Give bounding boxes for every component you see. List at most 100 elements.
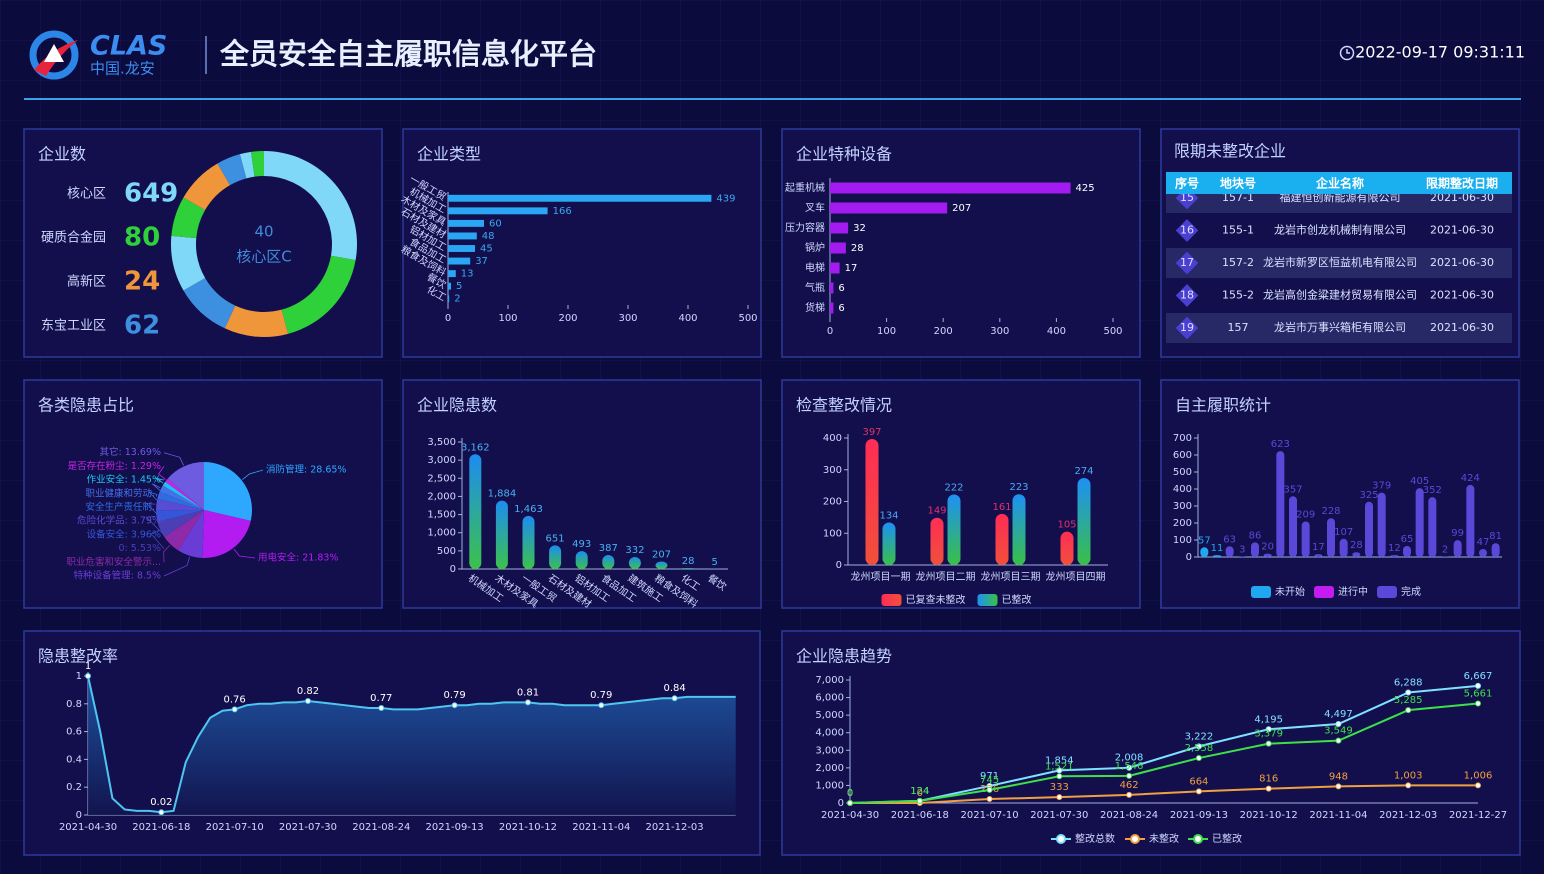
y-tick-label: 700 [1173,433,1192,444]
point [378,704,385,711]
point [451,702,458,709]
bar [1453,540,1462,557]
bar [448,207,548,215]
point [1405,689,1412,696]
bar [448,257,471,265]
x-tick-label: 100 [877,326,896,337]
y-tick-label: 0.2 [66,782,82,793]
bar-value: 1,884 [488,489,517,500]
point-label: 0 [917,788,923,799]
x-tick-label: 500 [738,313,757,324]
bar-value: 207 [952,203,971,214]
point-label: 1 [85,661,91,672]
y-tick-label: 500 [437,546,456,557]
bar [448,194,712,202]
point [1056,773,1063,780]
y-tick-label: 2,000 [815,763,844,774]
leader-line [163,452,184,466]
point-label: 816 [1259,774,1278,785]
panel-title: 企业数 [38,145,86,164]
pie-slice [159,485,204,510]
datetime: 2022-09-17 09:31:11 [1355,43,1525,62]
logo: CLAS 中国.龙安 [29,30,167,80]
x-tick-label: 200 [934,326,953,337]
bar-value: 379 [1372,481,1391,492]
point [1265,785,1272,792]
x-tick-label: 龙州项目三期 [981,570,1041,583]
x-tick-label: 400 [678,313,697,324]
y-tick-label: 200 [1173,518,1192,529]
point-label: 1,521 [1045,761,1074,772]
x-tick-label: 2021-08-24 [352,822,410,833]
panel-title: 企业隐患趋势 [796,647,892,666]
legend-swatch [1377,586,1397,598]
legend-label: 已复查未整改 [906,593,966,606]
bar [628,556,641,569]
point-label: 5,285 [1394,695,1423,706]
cell: 2021-06-30 [1430,289,1494,302]
donut-center-value: 40 [254,223,273,241]
y-tick-label: 5,000 [815,710,844,721]
donut-slice [224,305,289,338]
point-label: 3,549 [1324,726,1353,737]
category-label: 起重机械 [785,181,825,194]
point-label: 664 [1189,776,1208,787]
column-header: 地块号 [1220,176,1256,191]
x-tick-label: 2021-12-27 [1449,810,1507,821]
bar-value: 439 [716,193,735,204]
pie-slice [164,510,204,551]
point [1335,720,1342,727]
leader-line [163,556,191,577]
bar [1491,543,1500,557]
point-label: 1,006 [1464,770,1493,781]
cell: 155-1 [1222,224,1254,237]
line [849,684,1479,804]
bar [830,242,846,254]
bar [1403,545,1411,557]
cell: 2021-06-30 [1430,191,1494,204]
slice-label: 安全生产责任制... [85,501,161,513]
point [1195,743,1202,750]
pie-slice [167,462,204,510]
pie-slice [157,510,204,538]
legend-label: 进行中 [1338,585,1368,598]
y-tick-label: 2,500 [427,473,456,484]
y-tick-label: 3,500 [427,437,456,448]
point [1405,707,1412,714]
bar [1365,501,1373,557]
x-tick-label: 2021-11-04 [1309,810,1367,821]
bar [1060,531,1074,565]
point [1265,726,1272,733]
slice-label: 用电安全: 21.83% [258,552,338,564]
bar [830,282,834,294]
point [1195,755,1202,762]
point-label: 124 [910,786,929,797]
point-label: 948 [1329,771,1348,782]
bar-value: 17 [845,263,858,274]
point [671,695,678,702]
bar [1213,555,1221,557]
bar-value: 651 [546,533,565,544]
table-header [1166,172,1512,194]
y-tick-label: 1 [76,671,82,682]
page-title: 全员安全自主履职信息化平台 [219,37,597,71]
bar-value: 161 [992,502,1011,513]
bar [995,513,1009,565]
bar-value: 63 [1223,534,1236,545]
point-label: 1,003 [1394,770,1423,781]
slice-label: 消防管理: 28.65% [266,464,346,476]
bar [830,182,1071,194]
cell: 17 [1180,256,1194,269]
y-tick-label: 0 [450,564,456,575]
bar-value: 86 [1249,530,1262,541]
x-tick-label: 龙州项目二期 [916,570,976,583]
bar-value: 32 [853,223,866,234]
bar-value: 3,162 [461,442,490,453]
line [850,784,1479,804]
legend-swatch [977,594,998,606]
point [598,702,605,709]
point [1126,764,1133,771]
legend-marker [1130,834,1140,844]
y-tick-label: 0.8 [66,699,82,710]
stat-name: 核心区 [67,187,106,202]
